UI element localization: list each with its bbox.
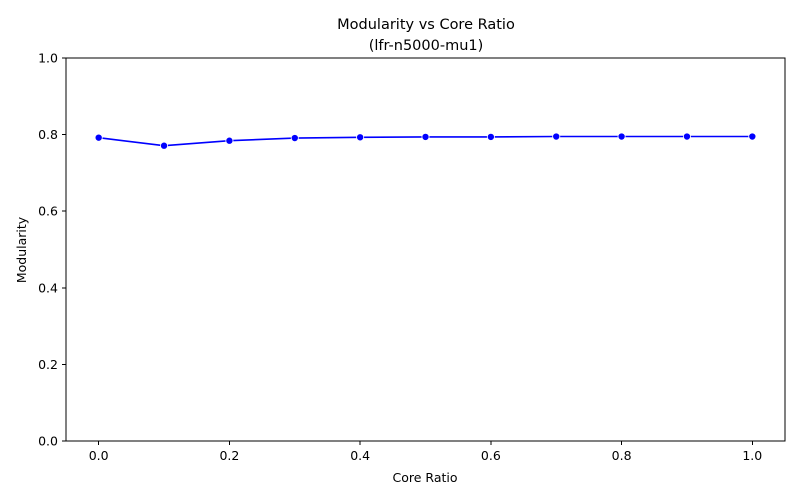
data-point: [225, 136, 234, 145]
axis-ticks: 0.0 0.2 0.4 0.6 0.8 1.0 0.0 0.2 0.4 0.6 0.8 1.0: [38, 51, 762, 464]
y-axis-label: Modularity: [14, 216, 29, 283]
data-point: [94, 133, 103, 142]
x-axis-label: Core Ratio: [393, 470, 458, 485]
data-point: [160, 141, 169, 150]
y-tick-label: 0.8: [38, 127, 58, 142]
y-tick-label: 0.0: [38, 434, 58, 449]
series-line-group: [94, 132, 757, 150]
data-point: [552, 132, 561, 141]
data-point: [486, 132, 495, 141]
x-tick-label: 0.4: [350, 448, 370, 463]
plot-frame: [65, 57, 786, 442]
y-tick-label: 0.4: [38, 280, 58, 295]
chart-subtitle: (lfr-n5000-mu1): [369, 38, 484, 54]
data-point: [290, 134, 299, 143]
x-tick-label: 1.0: [742, 448, 762, 463]
x-tick-label: 0.8: [612, 448, 632, 463]
x-tick-label: 0.0: [89, 448, 109, 463]
y-tick-label: 0.2: [38, 357, 58, 372]
y-tick-label: 1.0: [38, 51, 58, 66]
chart-title: Modularity vs Core Ratio: [337, 17, 515, 33]
x-tick-label: 0.6: [481, 448, 501, 463]
data-point: [617, 132, 626, 141]
data-point: [682, 132, 691, 141]
data-point: [748, 132, 757, 141]
data-point: [356, 133, 365, 142]
data-point: [421, 132, 430, 141]
x-tick-label: 0.2: [219, 448, 239, 463]
y-tick-label: 0.6: [38, 204, 58, 219]
